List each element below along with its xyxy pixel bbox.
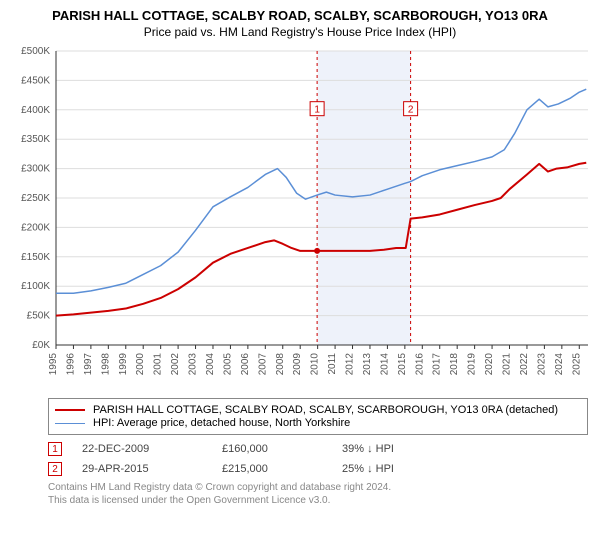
svg-text:£450K: £450K [21,75,50,86]
transaction-price: £215,000 [222,463,342,475]
svg-text:2016: 2016 [414,353,425,376]
svg-text:1999: 1999 [118,353,129,376]
svg-text:2022: 2022 [519,353,530,376]
svg-text:2017: 2017 [432,353,443,376]
svg-text:£300K: £300K [21,164,50,175]
svg-text:2000: 2000 [135,353,146,376]
transactions: 1 22-DEC-2009£160,00039% ↓ HPI 2 29-APR-201… [48,439,588,479]
transaction-row: 1 22-DEC-2009£160,00039% ↓ HPI [48,439,588,459]
svg-text:£500K: £500K [21,46,50,57]
page-title: PARISH HALL COTTAGE, SCALBY ROAD, SCALBY… [8,8,592,23]
transaction-price: £160,000 [222,443,342,455]
svg-text:2021: 2021 [502,353,513,376]
footer: Contains HM Land Registry data © Crown c… [48,481,592,507]
svg-text:2005: 2005 [222,353,233,376]
svg-text:2004: 2004 [205,353,216,376]
svg-text:2018: 2018 [449,353,460,376]
svg-text:£350K: £350K [21,134,50,145]
svg-text:1998: 1998 [100,353,111,376]
svg-text:2008: 2008 [275,353,286,376]
svg-text:1995: 1995 [48,353,59,376]
svg-text:2011: 2011 [327,353,338,375]
transaction-row: 2 29-APR-2015£215,00025% ↓ HPI [48,459,588,479]
chart-svg: £0K £50K £100K £150K £200K £250K £300K £350K £40… [8,45,592,385]
svg-text:£200K: £200K [21,222,50,233]
legend-label: PARISH HALL COTTAGE, SCALBY ROAD, SCALBY… [93,404,558,416]
footer-line: Contains HM Land Registry data © Crown c… [48,481,592,494]
transaction-marker: 1 [48,442,62,456]
chart: £0K £50K £100K £150K £200K £250K £300K £350K £40… [8,45,592,390]
svg-text:£0K: £0K [32,340,50,351]
svg-text:2007: 2007 [257,353,268,376]
legend-swatch [55,423,85,424]
svg-text:2013: 2013 [362,353,373,376]
svg-text:2001: 2001 [153,353,164,376]
svg-text:1996: 1996 [65,353,76,376]
svg-text:1997: 1997 [83,353,94,376]
svg-text:2010: 2010 [310,353,321,376]
transaction-pct: 25% ↓ HPI [342,463,462,475]
svg-text:2014: 2014 [379,353,390,376]
svg-text:2023: 2023 [536,353,547,376]
legend-swatch [55,409,85,411]
svg-text:2012: 2012 [345,353,356,376]
svg-text:2002: 2002 [170,353,181,376]
svg-text:2020: 2020 [484,353,495,376]
svg-text:£50K: £50K [27,311,51,322]
svg-text:1: 1 [314,105,320,116]
svg-text:2: 2 [408,105,414,116]
legend-label: HPI: Average price, detached house, Nort… [93,417,350,429]
footer-line: This data is licensed under the Open Gov… [48,494,592,507]
transaction-marker: 2 [48,462,62,476]
legend-item: PARISH HALL COTTAGE, SCALBY ROAD, SCALBY… [55,404,581,416]
svg-text:2003: 2003 [188,353,199,376]
svg-text:2025: 2025 [571,353,582,376]
transaction-date: 22-DEC-2009 [82,443,222,455]
svg-text:£150K: £150K [21,252,50,263]
page-subtitle: Price paid vs. HM Land Registry's House … [8,25,592,39]
transaction-pct: 39% ↓ HPI [342,443,462,455]
svg-text:2006: 2006 [240,353,251,376]
svg-text:2019: 2019 [467,353,478,376]
svg-text:£400K: £400K [21,105,50,116]
legend-item: HPI: Average price, detached house, Nort… [55,417,581,429]
svg-text:£250K: £250K [21,193,50,204]
svg-text:2015: 2015 [397,353,408,376]
svg-text:2024: 2024 [554,353,565,376]
transaction-date: 29-APR-2015 [82,463,222,475]
svg-text:£100K: £100K [21,281,50,292]
svg-text:2009: 2009 [292,353,303,376]
legend: PARISH HALL COTTAGE, SCALBY ROAD, SCALBY… [48,398,588,435]
